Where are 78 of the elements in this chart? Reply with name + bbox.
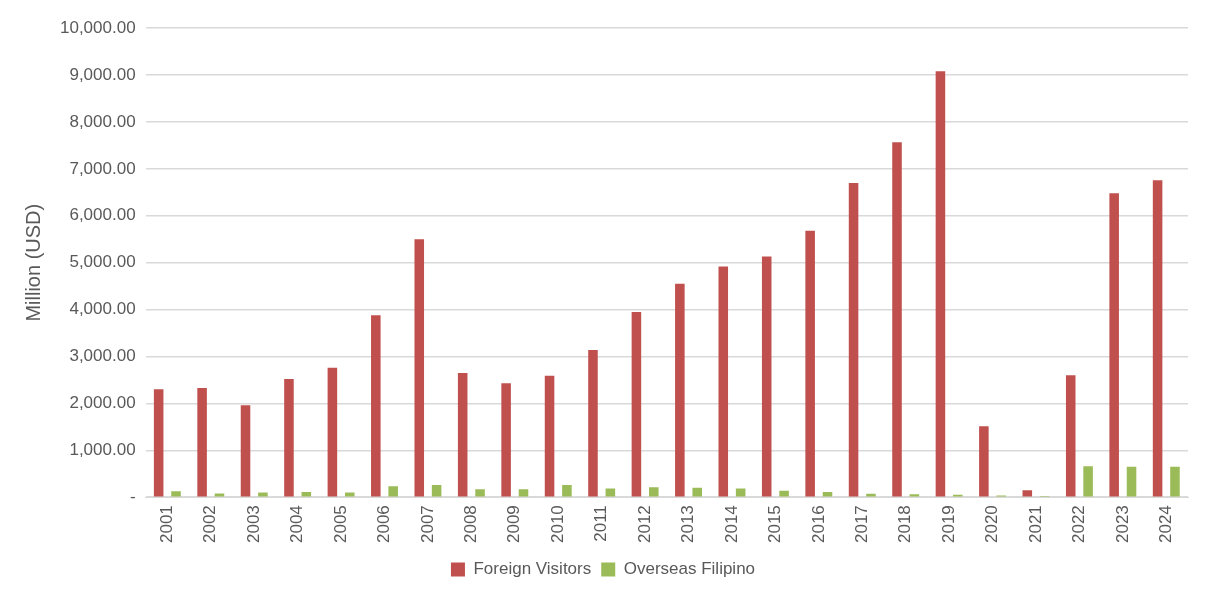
bar (171, 491, 181, 497)
bar (848, 182, 859, 497)
bar (197, 387, 207, 497)
bar (805, 230, 815, 497)
x-tick-label: 2010 (547, 505, 567, 544)
x-tick-label: 2023 (1112, 505, 1132, 544)
y-axis-title: Million (USD) (21, 203, 44, 322)
y-tick-label: 3,000.00 (69, 346, 136, 366)
bar (718, 266, 729, 497)
y-tick-label: 8,000.00 (69, 111, 136, 131)
x-tick-label: 2014 (721, 505, 741, 544)
bar (761, 256, 772, 497)
bar (1152, 180, 1163, 497)
bar (344, 492, 355, 497)
y-tick-label: 2,000.00 (69, 393, 136, 413)
y-tick-label: 1,000.00 (69, 439, 136, 459)
bar (562, 484, 572, 497)
x-tick-label: 2003 (243, 505, 263, 544)
x-tick-label: 2017 (851, 505, 871, 544)
x-tick-label: 2006 (374, 505, 394, 544)
bar (935, 71, 946, 497)
x-tick-label: 2005 (330, 505, 350, 544)
bar (1022, 490, 1033, 497)
bar (1109, 193, 1119, 497)
bar (431, 484, 442, 497)
x-tick-label: 2022 (1069, 505, 1089, 544)
x-tick-label: 2021 (1025, 505, 1045, 544)
x-tick-label: 2001 (157, 505, 177, 544)
x-tick-label: 2012 (634, 505, 654, 544)
x-tick-label: 2024 (1155, 505, 1175, 544)
bar (1083, 466, 1093, 497)
bar (692, 487, 702, 497)
x-tick-label: 2009 (504, 505, 524, 544)
bar (457, 372, 468, 497)
bar (1170, 466, 1180, 497)
bar (544, 375, 555, 497)
y-tick-label: 9,000.00 (69, 64, 136, 84)
bar (675, 283, 685, 497)
x-tick-label: 2013 (678, 505, 698, 544)
bar (518, 489, 529, 497)
bar (892, 142, 902, 497)
x-tick-label: 2016 (808, 505, 828, 544)
bar (1126, 466, 1137, 497)
bar (649, 487, 659, 497)
bar (414, 239, 425, 497)
bar (371, 315, 381, 497)
bar (475, 489, 485, 497)
bar (779, 490, 789, 497)
x-tick-label: 2007 (417, 505, 437, 544)
bar (588, 349, 598, 497)
bar (388, 486, 398, 497)
x-tick-label: 2002 (200, 505, 220, 544)
bar (1065, 375, 1076, 497)
x-tick-label: 2008 (461, 505, 481, 544)
bar (153, 389, 164, 497)
x-tick-label: 2011 (591, 505, 611, 542)
bar (631, 311, 642, 497)
bar (909, 494, 920, 497)
x-tick-label: 2020 (982, 505, 1002, 544)
x-tick-label: 2019 (938, 505, 958, 544)
bar (284, 379, 294, 497)
x-tick-label: 2018 (895, 505, 915, 544)
bar (979, 426, 989, 497)
y-tick-label: - (129, 486, 136, 506)
y-tick-label: 7,000.00 (69, 158, 136, 178)
bar (327, 367, 338, 497)
y-tick-label: 4,000.00 (69, 299, 136, 319)
x-tick-label: 2015 (765, 505, 785, 544)
y-tick-label: 6,000.00 (69, 205, 136, 225)
y-tick-label: 10,000.00 (59, 17, 136, 37)
bar (258, 492, 268, 497)
legend-label: Overseas Filipino (623, 559, 756, 579)
bar (240, 405, 251, 497)
x-tick-label: 2004 (287, 505, 307, 544)
bar (214, 493, 225, 497)
legend-label: Foreign Visitors (473, 559, 592, 579)
y-tick-label: 5,000.00 (69, 252, 136, 272)
bar (501, 383, 511, 497)
